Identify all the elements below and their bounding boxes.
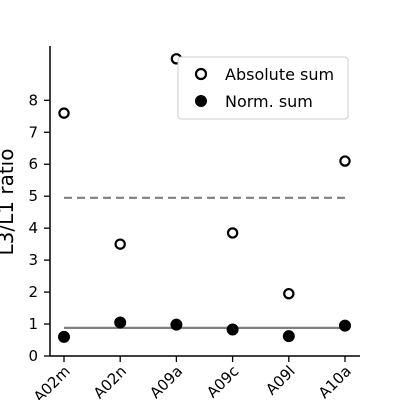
data-point-norm-sum [114,316,127,329]
data-point-absolute-sum [283,287,295,300]
y-tick-label: 2 [28,283,38,301]
legend-box [177,56,349,120]
y-tick-label: 5 [28,187,38,205]
data-point-norm-sum [170,318,183,331]
x-tick-label: A10a [315,362,355,400]
data-point-absolute-sum [114,238,126,250]
data-point-absolute-sum [226,227,239,239]
axes [44,46,360,362]
y-tick-label: 6 [28,155,38,173]
x-tick-label: A09c [203,362,242,400]
legend-label-norm-sum: Norm. sum [225,92,313,111]
reference-lines [64,196,345,329]
legend-marker-norm-sum [195,95,207,107]
y-tick-label: 3 [28,251,38,269]
x-tick-label: A09a [146,362,186,400]
y-tick-label: 7 [28,123,38,141]
data-point-absolute-sum [339,155,351,167]
data-point-norm-sum [58,330,70,343]
data-point-norm-sum [339,319,351,332]
x-tick-label: A09l [262,362,298,398]
legend-marker-absolute-sum [194,67,208,81]
data-points [58,53,351,343]
y-axis-label: L3/L1 ratio [0,149,18,256]
x-tick-labels: A02m A02n A09a A09c A09l A10a [30,362,355,400]
x-tick-label: A02n [90,362,130,400]
legend-label-absolute-sum: Absolute sum [225,65,334,84]
y-tick-label: 1 [28,315,38,333]
y-tick-label: 4 [28,219,38,237]
legend: Absolute sum Norm. sum [177,56,349,120]
data-point-absolute-sum [58,107,70,119]
y-tick-labels: 0 1 2 3 4 5 6 7 8 [28,91,38,365]
data-point-norm-sum [226,323,239,336]
x-tick-label: A02m [30,362,74,400]
y-tick-label: 0 [28,347,38,365]
y-tick-label: 8 [28,91,38,109]
data-point-norm-sum [282,330,295,343]
